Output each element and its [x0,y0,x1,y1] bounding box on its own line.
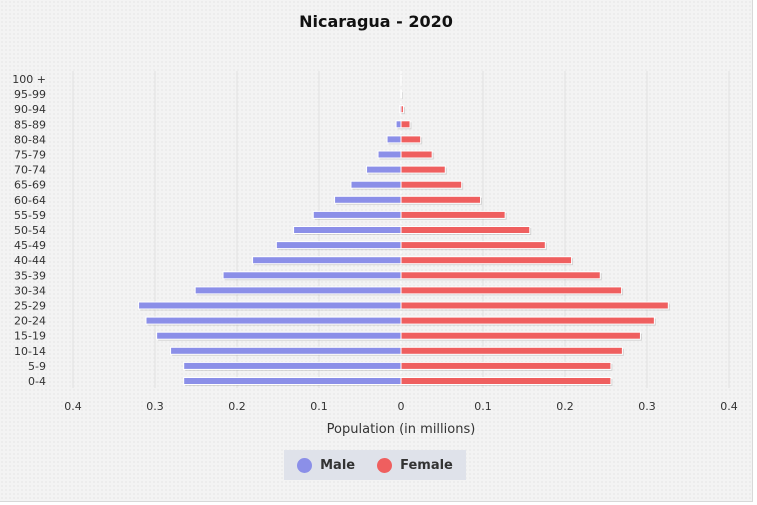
male-bar-85-89[interactable] [395,120,402,129]
female-bar-60-64[interactable] [400,195,482,204]
female-bar-10-14[interactable] [400,346,623,355]
y-tick-label: 15-19 [14,330,46,343]
y-tick-label: 65-69 [14,179,46,192]
female-bar-20-24[interactable] [400,316,655,325]
y-tick-label: 40-44 [14,254,46,267]
y-tick-label: 45-49 [14,239,46,252]
female-bar-75-79[interactable] [400,150,433,159]
x-tick-label: 0.3 [146,400,164,413]
male-bar-80-84[interactable] [386,135,402,144]
y-tick-label: 75-79 [14,149,46,162]
male-bar-50-54[interactable] [293,226,402,234]
female-bar-30-34[interactable] [400,286,623,295]
female-bar-80-84[interactable] [400,135,422,144]
female-bar-70-74[interactable] [400,165,446,174]
male-bar-55-59[interactable] [312,210,402,219]
x-tick-label: 0.3 [638,400,656,413]
male-bar-15-19[interactable] [156,331,402,340]
male-bar-20-24[interactable] [145,316,402,325]
y-tick-label: 35-39 [14,269,46,282]
female-bar-90-94[interactable] [400,105,404,114]
y-tick-labels: 0-4 5-9 10-14 15-19 20-24 25-29 30-34 35-39 40-4… [12,73,46,388]
male-bar-40-44[interactable] [252,256,402,265]
female-bar-45-49[interactable] [400,241,546,250]
female-bar-55-59[interactable] [400,210,506,219]
y-tick-label: 55-59 [14,209,46,222]
y-tick-label: 90-94 [14,103,46,116]
male-bar-75-79[interactable] [377,150,402,159]
male-bar-45-49[interactable] [275,241,402,250]
female-bar-65-69[interactable] [400,180,463,189]
legend-label-male: Male [320,457,356,473]
female-bar-35-39[interactable] [400,271,601,280]
y-tick-label: 30-34 [14,284,46,297]
y-tick-label: 95-99 [14,88,46,101]
male-bar-10-14[interactable] [170,346,402,355]
legend-label-female: Female [400,457,453,473]
male-bar-25-29[interactable] [138,301,402,310]
y-tick-label: 85-89 [14,118,46,131]
y-tick-label: 10-14 [14,345,46,358]
female-bar-5-9[interactable] [400,361,612,370]
y-tick-label: 20-24 [14,315,46,328]
female-bar-0-4[interactable] [400,377,612,385]
legend-dot-icon [297,457,313,473]
female-bar-50-54[interactable] [400,226,531,234]
x-tick-labels: 0.4 0.3 0.2 0.1 0 0.1 0.2 0.3 0.4 [64,400,738,413]
x-axis-title: Population (in millions) [327,422,476,437]
y-tick-label: 60-64 [14,194,46,207]
y-tick-label: 50-54 [14,224,46,237]
female-bar-25-29[interactable] [400,301,669,310]
female-bar-40-44[interactable] [400,256,573,265]
male-bar-35-39[interactable] [222,271,402,280]
female-bar-85-89[interactable] [400,120,411,129]
male-bar-5-9[interactable] [183,361,402,370]
x-tick-label: 0.2 [228,400,246,413]
x-tick-label: 0.2 [556,400,574,413]
male-bar-65-69[interactable] [350,180,402,189]
y-tick-label: 80-84 [14,133,46,146]
y-tick-label: 100 + [12,73,46,86]
x-tick-label: 0.4 [64,400,82,413]
male-bar-70-74[interactable] [366,165,402,174]
legend-item-female[interactable]: Female [377,457,453,473]
x-tick-label: 0 [398,400,405,413]
bars [138,75,670,386]
female-bar-15-19[interactable] [400,331,641,340]
male-bar-30-34[interactable] [194,286,402,295]
legend-dot-icon [377,457,393,473]
y-tick-label: 25-29 [14,300,46,313]
x-tick-label: 0.1 [310,400,328,413]
legend-item-male[interactable]: Male [297,457,356,473]
legend: Male Female [284,450,466,480]
x-tick-label: 0.4 [720,400,738,413]
y-tick-label: 5-9 [28,360,46,373]
x-tick-label: 0.1 [474,400,492,413]
male-bar-0-4[interactable] [183,377,402,385]
male-bar-60-64[interactable] [334,195,402,204]
chart-title: Nicaragua - 2020 [299,12,453,31]
y-tick-label: 70-74 [14,164,46,177]
y-tick-label: 0-4 [28,375,46,388]
